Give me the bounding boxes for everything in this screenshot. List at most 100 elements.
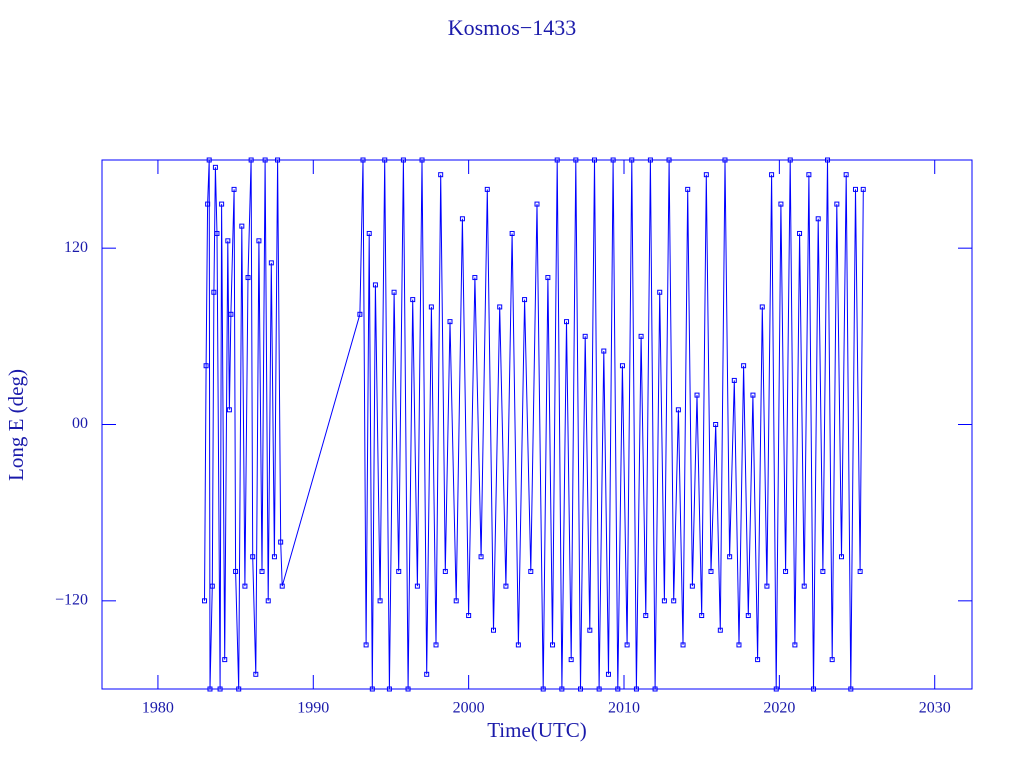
point-marker xyxy=(587,627,593,633)
point-marker xyxy=(491,627,496,633)
point-marker xyxy=(619,363,625,369)
point-marker xyxy=(801,583,807,589)
point-marker xyxy=(759,304,765,310)
point-marker xyxy=(736,642,742,648)
point-marker xyxy=(414,583,420,589)
point-marker xyxy=(699,613,705,619)
point-marker xyxy=(265,598,271,604)
point-marker xyxy=(245,275,251,281)
point-marker xyxy=(703,172,709,178)
point-marker xyxy=(554,157,560,163)
point-marker xyxy=(675,407,681,413)
point-marker xyxy=(363,642,369,648)
point-marker xyxy=(727,554,733,560)
point-marker xyxy=(596,686,602,692)
point-marker xyxy=(778,201,784,207)
point-marker xyxy=(217,686,223,692)
point-marker xyxy=(419,157,425,163)
point-marker xyxy=(582,333,588,339)
point-marker xyxy=(472,275,478,281)
point-marker xyxy=(442,568,448,574)
point-marker xyxy=(601,348,607,354)
point-marker xyxy=(633,686,639,692)
point-marker xyxy=(657,289,663,295)
point-marker xyxy=(825,157,831,163)
point-marker xyxy=(202,598,208,604)
point-marker xyxy=(396,568,402,574)
point-marker xyxy=(209,583,215,589)
point-marker xyxy=(268,260,274,266)
point-marker xyxy=(478,554,484,560)
point-marker xyxy=(239,223,245,229)
point-marker xyxy=(666,157,672,163)
point-marker xyxy=(652,686,658,692)
x-tick-label: 2010 xyxy=(608,700,640,717)
point-marker xyxy=(256,238,262,244)
point-marker xyxy=(564,319,570,325)
point-marker xyxy=(671,598,677,604)
point-marker xyxy=(745,613,751,619)
point-marker xyxy=(685,186,691,192)
series-line xyxy=(204,159,864,690)
point-marker xyxy=(453,598,459,604)
point-marker xyxy=(226,407,232,413)
y-tick-label: 120 xyxy=(64,239,88,256)
point-marker xyxy=(661,598,667,604)
point-marker xyxy=(578,686,583,692)
point-marker xyxy=(787,157,793,163)
point-marker xyxy=(722,157,728,163)
point-marker xyxy=(424,671,430,677)
point-marker xyxy=(573,157,579,163)
point-marker xyxy=(357,311,363,317)
point-marker xyxy=(769,172,775,178)
point-marker xyxy=(605,671,611,677)
point-marker xyxy=(820,568,826,574)
point-marker xyxy=(222,657,228,663)
x-tick-label: 2000 xyxy=(453,700,485,717)
point-marker xyxy=(503,583,509,589)
point-marker xyxy=(815,216,821,222)
point-marker xyxy=(262,157,268,163)
point-marker xyxy=(852,186,858,192)
point-marker xyxy=(755,657,761,663)
point-marker xyxy=(366,230,372,236)
point-marker xyxy=(559,686,565,692)
point-marker xyxy=(568,657,574,663)
point-marker xyxy=(834,201,840,207)
point-marker xyxy=(713,422,719,427)
x-tick-label: 1990 xyxy=(297,700,329,717)
point-marker xyxy=(382,157,388,163)
point-marker xyxy=(466,613,472,619)
x-axis-label: Time(UTC) xyxy=(487,718,587,742)
point-marker xyxy=(207,686,213,692)
point-marker xyxy=(279,583,285,589)
y-tick-label: −120 xyxy=(55,592,88,609)
plot-frame xyxy=(101,159,973,690)
point-marker xyxy=(484,186,490,192)
point-marker xyxy=(689,583,695,589)
point-marker xyxy=(509,230,515,236)
point-marker xyxy=(360,157,366,163)
point-marker xyxy=(428,304,434,310)
point-marker xyxy=(528,568,534,574)
x-tick-label: 2020 xyxy=(763,700,795,717)
point-marker xyxy=(225,238,231,244)
point-marker xyxy=(647,157,653,163)
point-marker xyxy=(731,377,737,383)
point-marker xyxy=(459,216,465,222)
point-marker xyxy=(372,282,378,288)
point-marker xyxy=(843,172,849,178)
point-marker xyxy=(212,164,218,170)
point-marker xyxy=(680,642,686,648)
point-marker xyxy=(377,598,383,604)
point-marker xyxy=(624,642,630,648)
point-marker xyxy=(741,363,747,369)
point-marker xyxy=(391,289,397,295)
point-marker xyxy=(764,583,770,589)
point-marker xyxy=(405,686,411,692)
point-marker xyxy=(203,363,209,369)
point-marker xyxy=(773,686,779,692)
x-tick-label: 2030 xyxy=(919,700,951,717)
point-marker xyxy=(806,172,812,178)
